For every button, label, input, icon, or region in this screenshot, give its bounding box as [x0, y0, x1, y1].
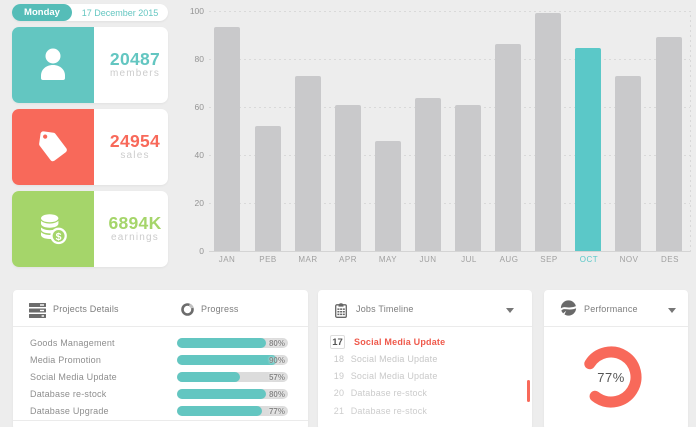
- svg-text:$: $: [56, 231, 62, 243]
- svg-text:77%: 77%: [597, 370, 625, 385]
